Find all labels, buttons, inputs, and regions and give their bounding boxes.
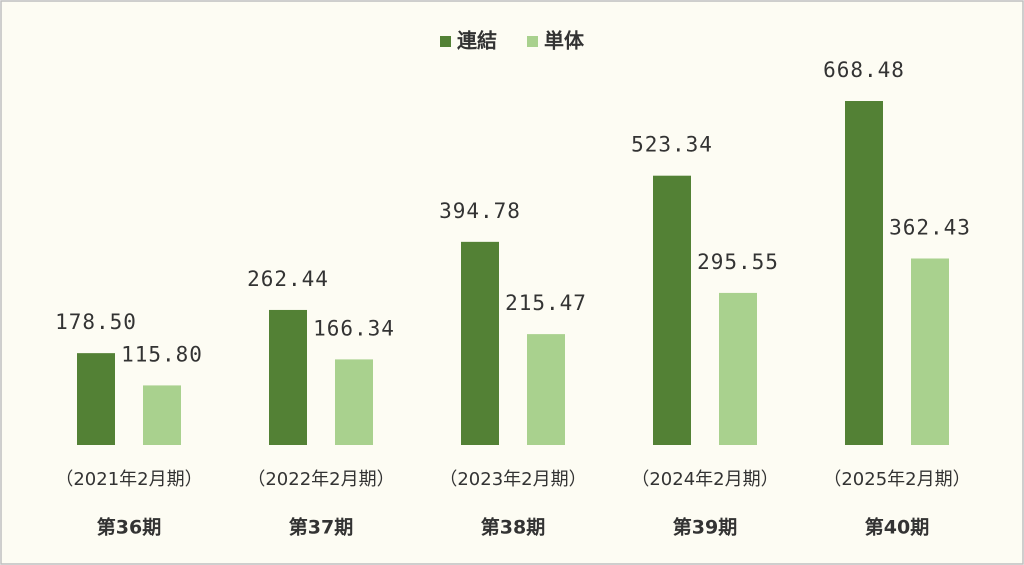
bar bbox=[143, 385, 181, 445]
bar bbox=[269, 309, 307, 445]
bar bbox=[461, 241, 499, 445]
value-label: 115.80 bbox=[121, 342, 203, 366]
period-label: 第39期 bbox=[673, 516, 737, 539]
legend-swatch bbox=[440, 36, 451, 47]
period-label: 第37期 bbox=[289, 516, 353, 539]
legend-swatch bbox=[527, 36, 538, 47]
legend-label: 連結 bbox=[457, 29, 497, 53]
bar bbox=[527, 334, 565, 445]
bar bbox=[653, 175, 691, 445]
bar bbox=[77, 353, 115, 445]
period-label: 第36期 bbox=[97, 516, 161, 539]
value-label: 178.50 bbox=[55, 310, 137, 334]
x-tick-label: （2023年2月期） bbox=[439, 469, 586, 490]
bar bbox=[845, 101, 883, 445]
value-label: 215.47 bbox=[505, 291, 587, 315]
bar bbox=[335, 359, 373, 445]
bar bbox=[719, 292, 757, 445]
value-label: 523.34 bbox=[631, 133, 713, 157]
bar bbox=[911, 258, 949, 445]
value-label: 262.44 bbox=[247, 267, 329, 291]
x-tick-label: （2022年2月期） bbox=[247, 469, 394, 490]
value-label: 295.55 bbox=[697, 250, 779, 274]
x-tick-label: （2021年2月期） bbox=[55, 469, 202, 490]
value-label: 394.78 bbox=[439, 199, 521, 223]
x-tick-label: （2025年2月期） bbox=[823, 469, 970, 490]
value-label: 668.48 bbox=[823, 58, 905, 82]
period-label: 第40期 bbox=[865, 516, 929, 539]
value-label: 166.34 bbox=[313, 316, 395, 340]
legend-label: 単体 bbox=[544, 29, 585, 53]
period-label: 第38期 bbox=[481, 516, 545, 539]
value-label: 362.43 bbox=[889, 215, 971, 239]
x-tick-label: （2024年2月期） bbox=[631, 469, 778, 490]
